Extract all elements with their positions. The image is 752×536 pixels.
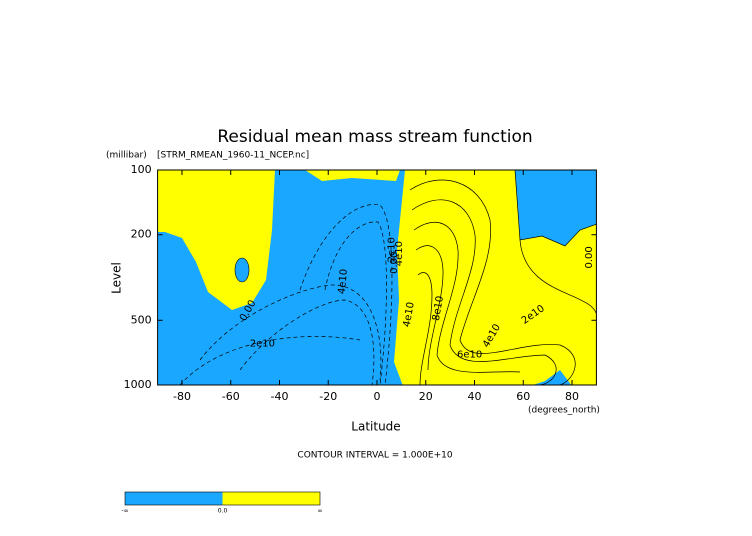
contour-line bbox=[179, 336, 361, 385]
positive-region bbox=[394, 170, 597, 385]
footer: CONTOUR INTERVAL = 1.000E+10 bbox=[297, 451, 452, 461]
contour-field bbox=[157, 170, 597, 385]
positive-region bbox=[305, 170, 400, 181]
x-unit: (degrees_north) bbox=[528, 406, 600, 416]
x-tick-label: -80 bbox=[173, 390, 191, 403]
y-tick-label: 200 bbox=[131, 228, 152, 241]
contour-label: 8e10 bbox=[431, 295, 446, 322]
x-tick-label: -60 bbox=[222, 390, 240, 403]
negative-region bbox=[234, 257, 250, 283]
contour-label: 4e10 bbox=[394, 241, 405, 266]
x-tick-label: 20 bbox=[419, 390, 433, 403]
contour-label: 2e10 bbox=[387, 237, 398, 262]
x-label: Latitude bbox=[351, 420, 400, 434]
colorbar-frame bbox=[124, 491, 321, 506]
contour-line bbox=[415, 245, 444, 371]
contour-label: 0.00 bbox=[584, 246, 595, 268]
contour-label: 0.00 bbox=[389, 252, 400, 274]
colorbar-label: -∞ bbox=[121, 508, 128, 515]
x-tick-label: 0 bbox=[374, 390, 381, 403]
contour-line bbox=[324, 221, 387, 385]
contour-line bbox=[239, 299, 375, 385]
contour-label: 4e10 bbox=[402, 301, 417, 328]
x-tick-label: 80 bbox=[565, 390, 579, 403]
contour-line bbox=[405, 170, 597, 247]
contour-line bbox=[413, 221, 521, 373]
chart-title: Residual mean mass stream function bbox=[217, 127, 532, 147]
y-label: Level bbox=[110, 262, 124, 294]
contour-line bbox=[519, 239, 597, 318]
contour-line bbox=[411, 199, 557, 385]
colorbar-swatch bbox=[125, 492, 223, 505]
y-tick-label: 500 bbox=[131, 313, 152, 326]
colorbar-label: ∞ bbox=[318, 508, 323, 515]
contour-line bbox=[417, 272, 433, 385]
colorbar-label: 0.0 bbox=[218, 508, 228, 515]
y-unit: (millibar) bbox=[106, 151, 147, 161]
colorbar-swatch bbox=[222, 492, 320, 505]
y-tick-label: 1000 bbox=[124, 378, 152, 391]
y-tick-label: 100 bbox=[131, 163, 152, 176]
subtitle: [STRM_RMEAN_1960-11_NCEP.nc] bbox=[157, 151, 309, 161]
contour-label: 4e10 bbox=[337, 268, 350, 294]
contour-label: 6e10 bbox=[457, 349, 482, 360]
x-tick-label: 60 bbox=[516, 390, 530, 403]
x-tick-label: -40 bbox=[271, 390, 289, 403]
x-tick-label: -20 bbox=[319, 390, 337, 403]
x-tick-label: 40 bbox=[468, 390, 482, 403]
contour-label: 2e10 bbox=[250, 338, 275, 349]
